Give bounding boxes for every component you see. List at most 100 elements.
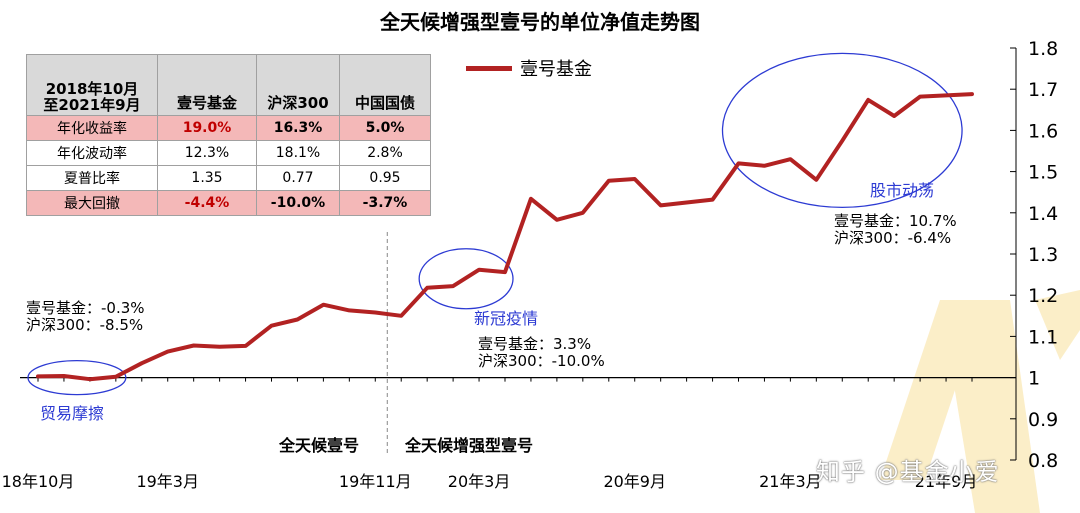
data-point — [633, 177, 637, 181]
annotation-covid: 壹号基金：3.3% 沪深300：-10.0% — [478, 336, 605, 370]
y-tick-label: 1.7 — [1028, 79, 1058, 101]
data-point — [270, 324, 273, 328]
annotation-line: 沪深300：-10.0% — [478, 352, 605, 370]
y-tick-label: 1.1 — [1028, 326, 1058, 348]
stats-row-label: 最大回撤 — [26, 190, 158, 216]
y-tick-label: 1.3 — [1028, 244, 1058, 266]
stats-cell: 0.77 — [256, 165, 340, 191]
event-label-trade: 贸易摩擦 — [40, 404, 105, 423]
data-point — [762, 164, 766, 168]
annotation-market: 壹号基金：10.7% 沪深300：-6.4% — [834, 213, 957, 247]
stats-cell: 19.0% — [157, 115, 257, 141]
data-point — [166, 350, 170, 354]
data-point — [814, 178, 818, 182]
stats-cell: -10.0% — [256, 190, 340, 216]
data-point — [88, 377, 92, 381]
x-tick-label: 20年9月 — [603, 472, 666, 491]
data-point — [373, 311, 377, 315]
data-point — [607, 179, 611, 183]
data-point — [244, 344, 248, 348]
stats-row-return: 年化收益率 19.0% 16.3% 5.0% — [26, 115, 431, 141]
data-point — [866, 98, 870, 102]
stats-cell: 18.1% — [256, 140, 340, 166]
y-tick-label: 1 — [1028, 368, 1040, 390]
data-point — [140, 361, 144, 365]
chart-legend: 壹号基金 — [466, 55, 592, 81]
data-point — [529, 197, 533, 201]
stats-cell: 12.3% — [157, 140, 257, 166]
data-point — [685, 201, 689, 204]
data-point — [659, 203, 663, 207]
data-point — [451, 284, 455, 288]
annotation-line: 壹号基金：10.7% — [834, 212, 957, 230]
y-axis: 0.8 0.9 1 1.1 1.2 1.3 1.4 1.5 1.6 1.7 1.8 — [1010, 38, 1058, 472]
series-group — [36, 92, 974, 382]
data-point — [218, 345, 222, 349]
data-point — [970, 92, 974, 96]
stats-cell: 1.35 — [157, 165, 257, 191]
fund-label-after: 全天候增强型壹号 — [405, 436, 534, 455]
stats-row-label: 夏普比率 — [26, 165, 158, 191]
highlight-ellipse — [418, 248, 514, 310]
annotation-trade: 壹号基金：-0.3% 沪深300：-8.5% — [26, 300, 145, 334]
stats-period-line2: 至2021年9月 — [43, 96, 141, 114]
data-point — [36, 374, 40, 378]
data-point — [114, 375, 118, 379]
page-title: 全天候增强型壹号的单位净值走势图 — [380, 10, 700, 34]
x-tick-label: 19年11月 — [339, 472, 412, 491]
stats-cell: 16.3% — [256, 115, 340, 141]
y-tick-label: 0.9 — [1028, 409, 1058, 431]
stats-row-sharpe: 夏普比率 1.35 0.77 0.95 — [26, 165, 431, 191]
x-axis: 18年10月 19年3月 19年11月 20年3月 20年9月 21年3月 21年9月 — [2, 376, 1016, 491]
annotation-line: 壹号基金：-0.3% — [26, 299, 145, 317]
data-point — [503, 270, 507, 274]
stats-row-drawdown: 最大回撤 -4.4% -10.0% -3.7% — [26, 190, 431, 216]
stats-cell: -4.4% — [157, 190, 257, 216]
stats-row-label: 年化波动率 — [26, 140, 158, 166]
stats-col-csi300: 沪深300 — [256, 54, 340, 116]
data-point — [477, 268, 481, 272]
x-tick-label: 21年9月 — [915, 472, 978, 491]
y-tick-label: 1.4 — [1028, 203, 1058, 225]
event-label-covid: 新冠疫情 — [474, 309, 539, 328]
y-tick-label: 1.5 — [1028, 162, 1058, 184]
y-tick-label: 1.2 — [1028, 285, 1058, 307]
data-point — [840, 139, 844, 143]
data-point — [711, 198, 715, 202]
y-tick-label: 1.8 — [1028, 38, 1058, 60]
stats-cell: -3.7% — [339, 190, 431, 216]
data-point — [788, 157, 792, 161]
x-tick-label: 21年3月 — [759, 472, 822, 491]
stats-row-volatility: 年化波动率 12.3% 18.1% 2.8% — [26, 140, 431, 166]
highlight-ellipse — [721, 52, 963, 209]
y-tick-label: 1.6 — [1028, 120, 1058, 142]
highlight-ellipse — [27, 359, 127, 396]
event-highlight-group — [27, 52, 963, 396]
stats-col-bond: 中国国债 — [339, 54, 431, 116]
stats-cell: 2.8% — [339, 140, 431, 166]
data-point — [581, 211, 585, 215]
stats-header-row: 2018年10月 至2021年9月 壹号基金 沪深300 中国国债 — [26, 54, 431, 116]
stats-cell: 5.0% — [339, 115, 431, 141]
annotation-line: 沪深300：-8.5% — [26, 316, 144, 334]
y-tick-label: 0.8 — [1028, 450, 1058, 472]
annotation-line: 沪深300：-6.4% — [834, 229, 952, 247]
data-point — [347, 308, 351, 312]
data-point — [192, 343, 196, 347]
legend-swatch — [466, 65, 512, 71]
watermark: 知乎 @基金小爱 — [816, 458, 1000, 486]
data-point — [425, 286, 429, 290]
stats-period-header: 2018年10月 至2021年9月 — [26, 54, 158, 116]
x-tick-label: 19年3月 — [136, 472, 199, 491]
data-point — [295, 318, 299, 322]
data-point — [918, 95, 922, 99]
stats-col-fund: 壹号基金 — [157, 54, 257, 116]
fund-label-before: 全天候壹号 — [279, 436, 360, 455]
x-tick-label: 18年10月 — [2, 472, 75, 491]
stats-cell: 0.95 — [339, 165, 431, 191]
stats-table: 2018年10月 至2021年9月 壹号基金 沪深300 中国国债 年化收益率 … — [26, 54, 431, 216]
data-point — [944, 93, 948, 97]
x-tick-label: 20年3月 — [448, 472, 511, 491]
legend-label: 壹号基金 — [520, 59, 592, 80]
